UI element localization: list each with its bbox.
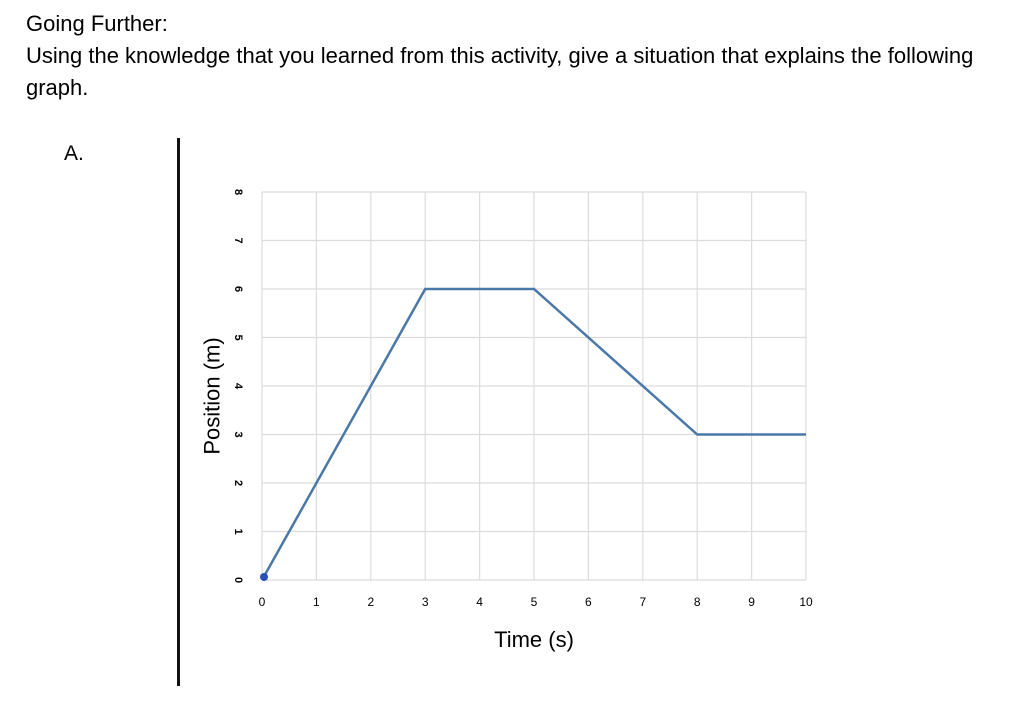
y-tick-label: 3 [232, 431, 244, 437]
y-tick-label: 4 [232, 383, 244, 390]
y-tick-label: 6 [232, 286, 244, 292]
x-tick-label: 0 [259, 595, 266, 609]
y-tick-label: 0 [232, 577, 244, 583]
x-tick-label: 1 [313, 595, 320, 609]
x-tick-label: 8 [694, 595, 701, 609]
section-heading: Going Further: [26, 11, 168, 36]
question-label: A. [64, 142, 84, 165]
x-axis-label: Time (s) [494, 627, 574, 652]
y-axis-label: Position (m) [200, 337, 225, 454]
x-tick-label: 10 [799, 595, 813, 609]
x-tick-label: 2 [367, 595, 374, 609]
x-tick-label: 9 [748, 595, 755, 609]
y-tick-label: 5 [232, 334, 244, 340]
vertical-divider [177, 138, 180, 686]
chart-grid [261, 191, 807, 581]
start-point-marker [260, 573, 268, 581]
x-tick-label: 3 [422, 595, 429, 609]
x-tick-label: 5 [531, 595, 538, 609]
position-time-chart: 0 1 2 3 4 5 6 7 8 0 1 2 3 4 5 6 7 8 9 10 Time (s) Position… [200, 189, 813, 652]
x-tick-labels: 0 1 2 3 4 5 6 7 8 9 10 [259, 595, 813, 609]
y-tick-label: 1 [232, 528, 244, 534]
x-tick-label: 6 [585, 595, 592, 609]
position-line [260, 287, 806, 581]
x-tick-label: 4 [476, 595, 483, 609]
y-tick-label: 2 [232, 480, 244, 486]
question-prompt: Using the knowledge that you learned fro… [26, 43, 974, 100]
y-tick-labels: 0 1 2 3 4 5 6 7 8 [232, 189, 244, 583]
x-tick-label: 7 [639, 595, 646, 609]
y-tick-label: 7 [232, 237, 244, 243]
y-tick-label: 8 [232, 189, 244, 195]
